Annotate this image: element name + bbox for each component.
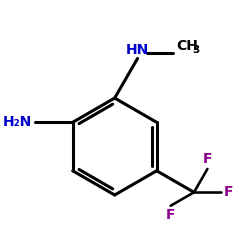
Text: H₂N: H₂N [3,115,32,129]
Text: F: F [203,152,212,166]
Text: HN: HN [126,43,149,57]
Text: CH: CH [176,38,199,52]
Text: 3: 3 [193,45,200,55]
Text: F: F [224,185,233,199]
Text: F: F [166,208,175,222]
